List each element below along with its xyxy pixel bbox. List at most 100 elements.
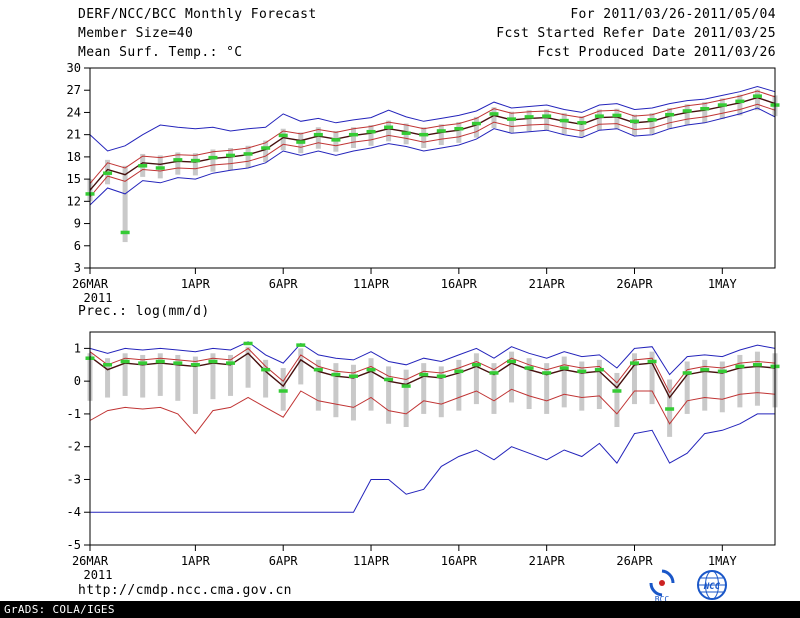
- member-box: [105, 358, 111, 398]
- member-box: [509, 111, 515, 133]
- member-box: [122, 353, 128, 396]
- member-box: [561, 113, 567, 134]
- member-box: [140, 354, 146, 398]
- y-tick-label: 3: [74, 261, 81, 275]
- member-box: [298, 348, 304, 385]
- member-box: [368, 358, 374, 411]
- precipitation-frame: [89, 331, 776, 546]
- member-box: [350, 364, 356, 421]
- member-box: [649, 351, 655, 405]
- x-tick-label: 1APR: [181, 277, 211, 291]
- grads-statusbar: GrADS: COLA/IGES: [0, 601, 800, 618]
- obs-dash: [243, 341, 253, 346]
- member-box: [702, 102, 708, 123]
- member-box: [667, 108, 673, 129]
- obs-dash: [594, 114, 604, 118]
- x-tick-label: 1MAY: [708, 554, 738, 568]
- member-box: [719, 98, 725, 120]
- member-box: [315, 359, 321, 411]
- member-box: [526, 358, 532, 410]
- obs-dash: [296, 343, 306, 347]
- obs-dash: [243, 152, 253, 156]
- x-tick-label: 6APR: [269, 554, 299, 568]
- obs-dash: [717, 369, 727, 374]
- obs-dash: [173, 158, 183, 162]
- obs-dash: [155, 166, 165, 170]
- fcst-produced-date: Fcst Produced Date 2011/03/26: [537, 45, 776, 60]
- obs-dash: [155, 359, 165, 364]
- obs-dash: [138, 164, 148, 168]
- obs-dash: [489, 371, 499, 375]
- obs-dash: [682, 371, 692, 375]
- obs-dash: [507, 359, 517, 364]
- obs-dash: [471, 121, 481, 126]
- obs-dash: [278, 133, 288, 138]
- obs-dash: [190, 158, 200, 163]
- member-box: [122, 165, 128, 243]
- member-box: [631, 353, 637, 405]
- ncc-logo: NCC: [697, 570, 727, 600]
- obs-dash: [313, 132, 323, 137]
- member-box: [684, 361, 690, 414]
- member-box: [473, 116, 479, 138]
- member-box: [368, 125, 374, 146]
- member-box: [596, 109, 602, 131]
- member-box: [315, 127, 321, 149]
- surface-temperature-series-control-obs: [85, 94, 780, 235]
- obs-dash: [594, 367, 604, 372]
- obs-dash: [471, 363, 481, 367]
- member-box: [175, 152, 181, 175]
- obs-dash: [401, 384, 411, 388]
- obs-dash: [138, 361, 148, 365]
- member-box: [684, 104, 690, 126]
- obs-dash: [348, 374, 358, 378]
- member-box: [579, 361, 585, 411]
- member-size: Member Size=40: [78, 26, 194, 41]
- precip-chart-title: Prec.: log(mm/d): [78, 304, 210, 319]
- y-tick-label: -3: [67, 472, 81, 486]
- obs-dash: [208, 359, 218, 364]
- header-row-1: DERF/NCC/BCC Monthly Forecast For 2011/0…: [78, 7, 776, 22]
- x-tick-label: 6APR: [269, 277, 299, 291]
- obs-dash: [226, 153, 236, 158]
- y-tick-label: 12: [67, 194, 81, 208]
- member-box: [702, 359, 708, 411]
- obs-dash: [331, 372, 341, 377]
- obs-dash: [436, 374, 446, 378]
- y-tick-label: 24: [67, 105, 81, 119]
- precipitation-series-spread-lower: [89, 388, 776, 435]
- forecast-range: For 2011/03/26-2011/05/04: [570, 7, 776, 22]
- member-box: [192, 153, 198, 176]
- surface-temperature-member-boxes: [87, 89, 778, 243]
- obs-dash: [700, 106, 710, 111]
- x-tick-label: 21APR: [529, 277, 566, 291]
- precipitation-panel: 1 0 -1 -2 -3 -4 -5 26MAR 1APR 6APR 11APR 16APR 21APR…: [67, 331, 780, 582]
- y-tick-label: 27: [67, 83, 81, 97]
- x-tick-label: 16APR: [441, 554, 478, 568]
- fcst-started-date: Fcst Started Refer Date 2011/03/25: [496, 26, 776, 41]
- x-tick-label: 26MAR: [72, 277, 109, 291]
- y-tick-label: 21: [67, 128, 81, 142]
- member-box: [280, 128, 286, 151]
- member-box: [386, 366, 392, 424]
- obs-dash: [296, 140, 306, 144]
- member-box: [456, 122, 462, 143]
- precipitation-series-control-obs: [85, 341, 780, 411]
- member-box: [526, 110, 532, 131]
- bcc-logo: BCC: [649, 569, 675, 603]
- member-box: [386, 120, 392, 142]
- x-tick-label: 11APR: [353, 277, 390, 291]
- obs-dash: [524, 115, 534, 119]
- member-box: [473, 353, 479, 405]
- bcc-logo-label: BCC: [655, 595, 670, 603]
- obs-dash: [647, 118, 657, 122]
- obs-dash: [454, 126, 464, 131]
- surface-temperature-series-ensemble-min: [89, 107, 776, 206]
- surface-temperature-series-ensemble-mean: [89, 96, 776, 191]
- obs-dash: [366, 367, 376, 372]
- obs-dash: [103, 363, 113, 367]
- obs-dash: [120, 359, 130, 364]
- member-box: [649, 113, 655, 134]
